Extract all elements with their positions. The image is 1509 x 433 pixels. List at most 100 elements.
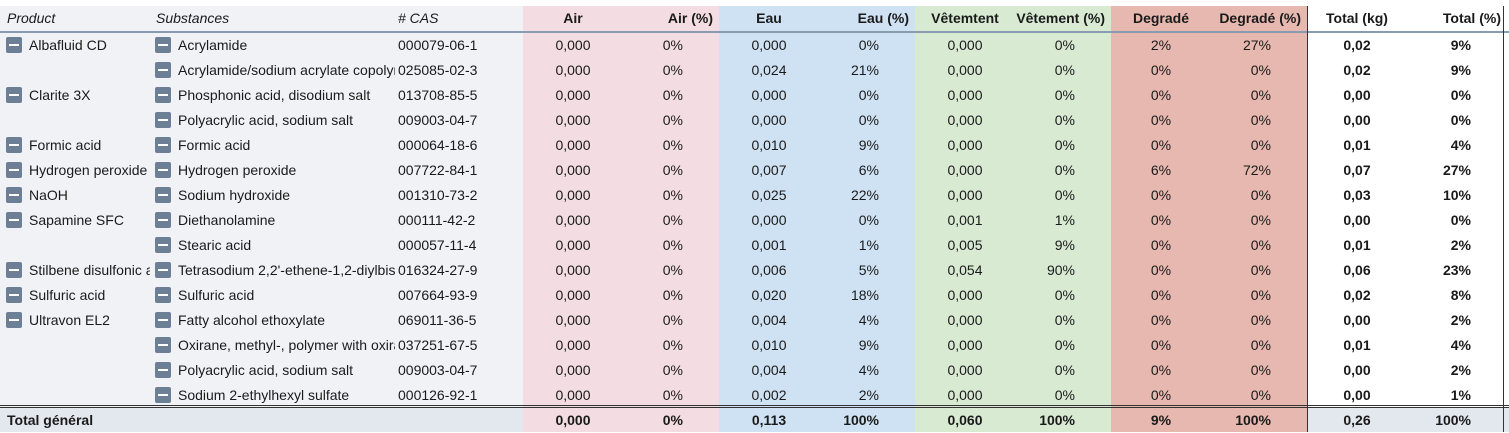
cell-vet-pct: 0% — [1054, 37, 1075, 53]
cell-air: 0,000 — [555, 137, 591, 153]
column-header-air-pct: Air (%) — [667, 10, 713, 26]
cell-air-pct: 0% — [662, 162, 683, 178]
product-name: Clarite 3X — [29, 87, 91, 103]
collapse-icon[interactable] — [155, 187, 171, 203]
cell-deg: 0% — [1150, 287, 1172, 303]
collapse-icon[interactable] — [155, 337, 171, 353]
cell-eau: 0,020 — [751, 287, 787, 303]
column-header-air: Air — [563, 10, 583, 26]
cell-tot-pct: 4% — [1450, 137, 1471, 153]
cell-vet: 0,000 — [947, 187, 983, 203]
collapse-icon[interactable] — [155, 387, 171, 403]
cell-tot-pct: 0% — [1450, 87, 1471, 103]
cell-deg: 0% — [1150, 312, 1172, 328]
collapse-icon[interactable] — [6, 37, 22, 53]
collapse-icon[interactable] — [155, 162, 171, 178]
cell-air-pct: 0% — [662, 37, 683, 53]
cell-eau: 0,004 — [751, 362, 787, 378]
cell-air-pct: 0% — [662, 312, 683, 328]
cell-deg: 6% — [1150, 162, 1172, 178]
cell-air: 0,000 — [555, 112, 591, 128]
column-header-vet-pct: Vêtement (%) — [1016, 10, 1105, 26]
substance-name: Diethanolamine — [178, 212, 276, 228]
column-band-band-left — [0, 6, 523, 432]
collapse-icon[interactable] — [155, 262, 171, 278]
substance-name: Sulfuric acid — [178, 287, 255, 303]
collapse-icon[interactable] — [6, 287, 22, 303]
cell-deg-pct: 0% — [1250, 362, 1271, 378]
collapse-icon[interactable] — [6, 262, 22, 278]
cell-vet: 0,000 — [947, 387, 983, 403]
collapse-icon[interactable] — [6, 87, 22, 103]
cas-number: 013708-85-5 — [398, 87, 478, 103]
footer-tot-pct: 100% — [1435, 412, 1471, 428]
cell-vet: 0,054 — [947, 262, 983, 278]
collapse-icon[interactable] — [155, 212, 171, 228]
cell-tot-pct: 9% — [1450, 62, 1471, 78]
collapse-icon[interactable] — [155, 362, 171, 378]
collapse-icon[interactable] — [155, 62, 171, 78]
cell-deg-pct: 0% — [1250, 337, 1271, 353]
collapse-icon[interactable] — [155, 112, 171, 128]
column-header-vet: Vêtemtent — [931, 10, 999, 26]
cell-eau: 0,024 — [751, 62, 787, 78]
footer-vet-pct: 100% — [1039, 412, 1075, 428]
cell-vet: 0,000 — [947, 137, 983, 153]
cell-deg-pct: 27% — [1242, 37, 1271, 53]
collapse-icon[interactable] — [155, 87, 171, 103]
collapse-icon[interactable] — [155, 137, 171, 153]
column-header-tot-pct: Total (%) — [1442, 10, 1501, 26]
cell-deg-pct: 0% — [1250, 262, 1271, 278]
cell-eau-pct: 9% — [858, 337, 879, 353]
cell-eau: 0,010 — [751, 137, 787, 153]
collapse-icon[interactable] — [155, 237, 171, 253]
footer-band-eau — [719, 408, 915, 432]
cell-tot: 0,00 — [1343, 362, 1371, 378]
collapse-icon[interactable] — [6, 312, 22, 328]
cas-number: 000057-11-4 — [398, 237, 477, 253]
cell-vet-pct: 1% — [1054, 212, 1075, 228]
cell-tot: 0,02 — [1343, 37, 1371, 53]
collapse-icon[interactable] — [155, 312, 171, 328]
cell-eau-pct: 0% — [858, 212, 879, 228]
collapse-icon[interactable] — [155, 37, 171, 53]
cell-eau-pct: 2% — [858, 387, 879, 403]
cell-tot: 0,03 — [1343, 187, 1371, 203]
cell-tot-pct: 1% — [1450, 387, 1471, 403]
collapse-icon[interactable] — [6, 162, 22, 178]
cell-tot-pct: 10% — [1442, 187, 1471, 203]
collapse-icon[interactable] — [6, 187, 22, 203]
column-header-cas: # CAS — [398, 10, 439, 26]
cell-vet: 0,000 — [947, 162, 983, 178]
cell-eau: 0,000 — [751, 37, 787, 53]
footer-vet: 0,060 — [947, 412, 983, 428]
cell-air-pct: 0% — [662, 137, 683, 153]
cell-deg: 2% — [1150, 37, 1172, 53]
cell-eau-pct: 0% — [858, 37, 879, 53]
cell-tot: 0,00 — [1343, 387, 1371, 403]
cell-eau-pct: 22% — [850, 187, 879, 203]
cell-tot: 0,00 — [1343, 312, 1371, 328]
cell-vet: 0,001 — [947, 212, 983, 228]
collapse-icon[interactable] — [6, 137, 22, 153]
cell-eau: 0,001 — [751, 237, 787, 253]
footer-band-air — [523, 408, 719, 432]
collapse-icon[interactable] — [155, 287, 171, 303]
cas-number: 000079-06-1 — [398, 37, 478, 53]
cell-air: 0,000 — [555, 187, 591, 203]
cell-tot: 0,00 — [1343, 212, 1371, 228]
cell-tot-pct: 23% — [1442, 262, 1471, 278]
cell-vet-pct: 0% — [1054, 337, 1075, 353]
substance-name: Stearic acid — [178, 237, 252, 253]
substance-name: Fatty alcohol ethoxylate — [178, 312, 326, 328]
cell-eau: 0,006 — [751, 262, 787, 278]
product-name: Sapamine SFC — [29, 212, 124, 228]
cell-tot-pct: 2% — [1450, 312, 1471, 328]
cell-eau-pct: 21% — [850, 62, 879, 78]
cell-deg-pct: 0% — [1250, 212, 1271, 228]
footer-deg-pct: 100% — [1235, 412, 1271, 428]
cas-number: 025085-02-3 — [398, 62, 478, 78]
substance-name: Phosphonic acid, disodium salt — [178, 87, 371, 103]
cell-deg: 0% — [1150, 362, 1172, 378]
collapse-icon[interactable] — [6, 212, 22, 228]
